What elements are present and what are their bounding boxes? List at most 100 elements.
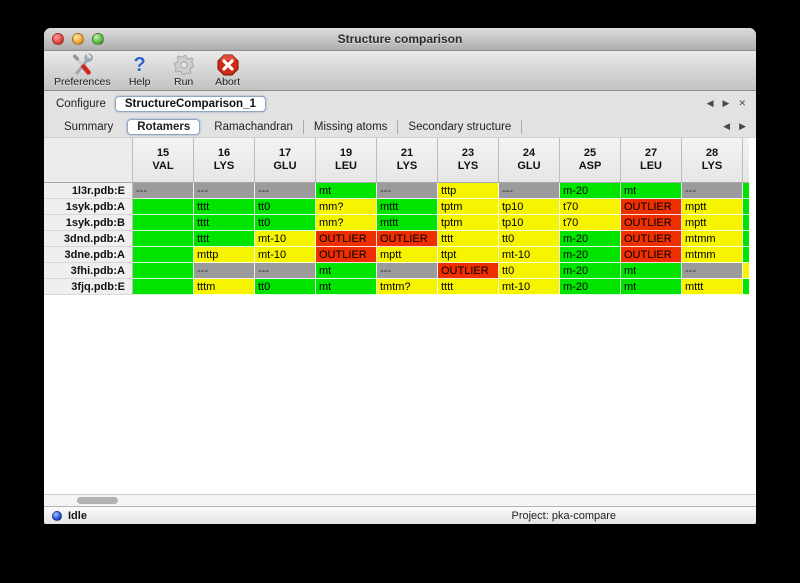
abort-button[interactable]: Abort (213, 53, 243, 88)
table-cell[interactable]: mt (621, 263, 682, 279)
table-cell[interactable]: OUTLIER (316, 231, 377, 247)
table-cell[interactable]: ttpt (438, 247, 499, 263)
table-cell[interactable]: --- (255, 263, 316, 279)
table-cell[interactable]: mttp (194, 247, 255, 263)
table-cell[interactable]: --- (133, 183, 194, 199)
column-header-21[interactable]: 21 LYS (377, 138, 438, 183)
table-cell[interactable]: mt-10 (499, 247, 560, 263)
column-header-27[interactable]: 27 LEU (621, 138, 682, 183)
table-cell[interactable]: --- (194, 183, 255, 199)
table-cell[interactable]: mptt (377, 247, 438, 263)
table-cell[interactable]: mt (316, 263, 377, 279)
table-cell[interactable]: mptt (682, 215, 743, 231)
table-cell[interactable]: tttt (438, 231, 499, 247)
table-cell[interactable]: m-20 (560, 279, 621, 295)
table-cell[interactable]: tt0 (499, 231, 560, 247)
table-cell[interactable]: tt0 (255, 199, 316, 215)
tabs-scroll-right-icon[interactable]: ▶ (739, 121, 746, 131)
tab-missing-atoms[interactable]: Missing atoms (304, 119, 399, 134)
table-cell[interactable]: OUTLIER (316, 247, 377, 263)
table-cell[interactable]: mtmm (682, 247, 743, 263)
table-cell[interactable]: tt0 (255, 215, 316, 231)
row-label[interactable]: 3dne.pdb:A (44, 247, 133, 263)
table-cell[interactable]: m-20 (560, 263, 621, 279)
table-cell[interactable]: OUTLIER (621, 231, 682, 247)
table-cell[interactable]: mt (316, 183, 377, 199)
row-label[interactable]: 1syk.pdb:A (44, 199, 133, 215)
tab-rotamers[interactable]: Rotamers (127, 118, 201, 135)
column-header-28[interactable]: 28 LYS (682, 138, 743, 183)
table-cell[interactable]: mt-10 (255, 231, 316, 247)
table-cell[interactable]: tt0 (255, 279, 316, 295)
column-header-25[interactable]: 25 ASP (560, 138, 621, 183)
zoom-window-button[interactable] (92, 33, 104, 45)
table-cell[interactable]: --- (682, 263, 743, 279)
table-cell[interactable]: m-20 (560, 183, 621, 199)
table-cell[interactable]: --- (194, 263, 255, 279)
table-cell[interactable]: t70 (560, 199, 621, 215)
close-tab-icon[interactable]: ✕ (738, 98, 746, 108)
column-header-15[interactable]: 15 VAL (133, 138, 194, 183)
scroll-right-icon[interactable]: ▶ (722, 98, 730, 108)
table-cell[interactable]: mt-10 (255, 247, 316, 263)
column-header-24[interactable]: 24 GLU (499, 138, 560, 183)
table-cell[interactable]: mttt (377, 199, 438, 215)
scrollbar-thumb[interactable] (77, 497, 118, 504)
table-cell[interactable]: tttm (194, 279, 255, 295)
table-cell[interactable]: mm? (316, 215, 377, 231)
table-cell[interactable]: tttt (194, 231, 255, 247)
table-cell[interactable]: mttt (377, 215, 438, 231)
table-cell[interactable]: mt-10 (499, 279, 560, 295)
table-cell[interactable]: tptm (438, 215, 499, 231)
table-cell[interactable]: tttt (194, 199, 255, 215)
table-cell[interactable]: --- (377, 183, 438, 199)
table-cell[interactable]: tmtm? (377, 279, 438, 295)
table-cell[interactable]: mm? (316, 199, 377, 215)
table-cell[interactable] (133, 247, 194, 263)
table-cell[interactable]: mptt (682, 199, 743, 215)
column-header-16[interactable]: 16 LYS (194, 138, 255, 183)
table-cell[interactable] (133, 263, 194, 279)
table-cell[interactable]: --- (499, 183, 560, 199)
column-header-19[interactable]: 19 LEU (316, 138, 377, 183)
table-cell[interactable]: tt0 (499, 263, 560, 279)
tab-secondary-structure[interactable]: Secondary structure (398, 119, 523, 134)
title-bar[interactable]: Structure comparison (44, 28, 756, 51)
table-cell[interactable]: tp10 (499, 199, 560, 215)
minimize-window-button[interactable] (72, 33, 84, 45)
table-cell[interactable] (133, 215, 194, 231)
table-cell[interactable]: tttt (438, 279, 499, 295)
row-label[interactable]: 3fjq.pdb:E (44, 279, 133, 295)
row-label[interactable]: 3fhi.pdb:A (44, 263, 133, 279)
table-cell[interactable]: --- (377, 263, 438, 279)
row-label[interactable]: 3dnd.pdb:A (44, 231, 133, 247)
table-cell[interactable]: m-20 (560, 231, 621, 247)
table-cell[interactable]: tptm (438, 199, 499, 215)
horizontal-scrollbar[interactable] (44, 494, 756, 506)
column-header-17[interactable]: 17 GLU (255, 138, 316, 183)
table-cell[interactable]: mtmm (682, 231, 743, 247)
table-cell[interactable]: tttt (194, 215, 255, 231)
row-label[interactable]: 1l3r.pdb:E (44, 183, 133, 199)
scroll-left-icon[interactable]: ◀ (706, 98, 714, 108)
table-cell[interactable]: mt (621, 183, 682, 199)
configuration-tab[interactable]: StructureComparison_1 (114, 95, 266, 112)
help-button[interactable]: ? Help (125, 53, 155, 89)
table-cell[interactable]: mttt (682, 279, 743, 295)
table-cell[interactable]: mt (621, 279, 682, 295)
table-cell[interactable]: m-20 (560, 247, 621, 263)
close-window-button[interactable] (52, 33, 64, 45)
table-cell[interactable] (133, 231, 194, 247)
table-cell[interactable]: OUTLIER (621, 247, 682, 263)
table-cell[interactable]: tttp (438, 183, 499, 199)
row-label[interactable]: 1syk.pdb:B (44, 215, 133, 231)
table-cell[interactable]: t70 (560, 215, 621, 231)
run-button[interactable]: Run (169, 53, 199, 88)
table-cell[interactable]: tp10 (499, 215, 560, 231)
table-cell[interactable]: mt (316, 279, 377, 295)
tab-ramachandran[interactable]: Ramachandran (204, 119, 304, 134)
table-cell[interactable] (133, 279, 194, 295)
tab-summary[interactable]: Summary (64, 120, 114, 133)
table-cell[interactable]: OUTLIER (621, 199, 682, 215)
preferences-button[interactable]: Preferences (54, 53, 111, 88)
